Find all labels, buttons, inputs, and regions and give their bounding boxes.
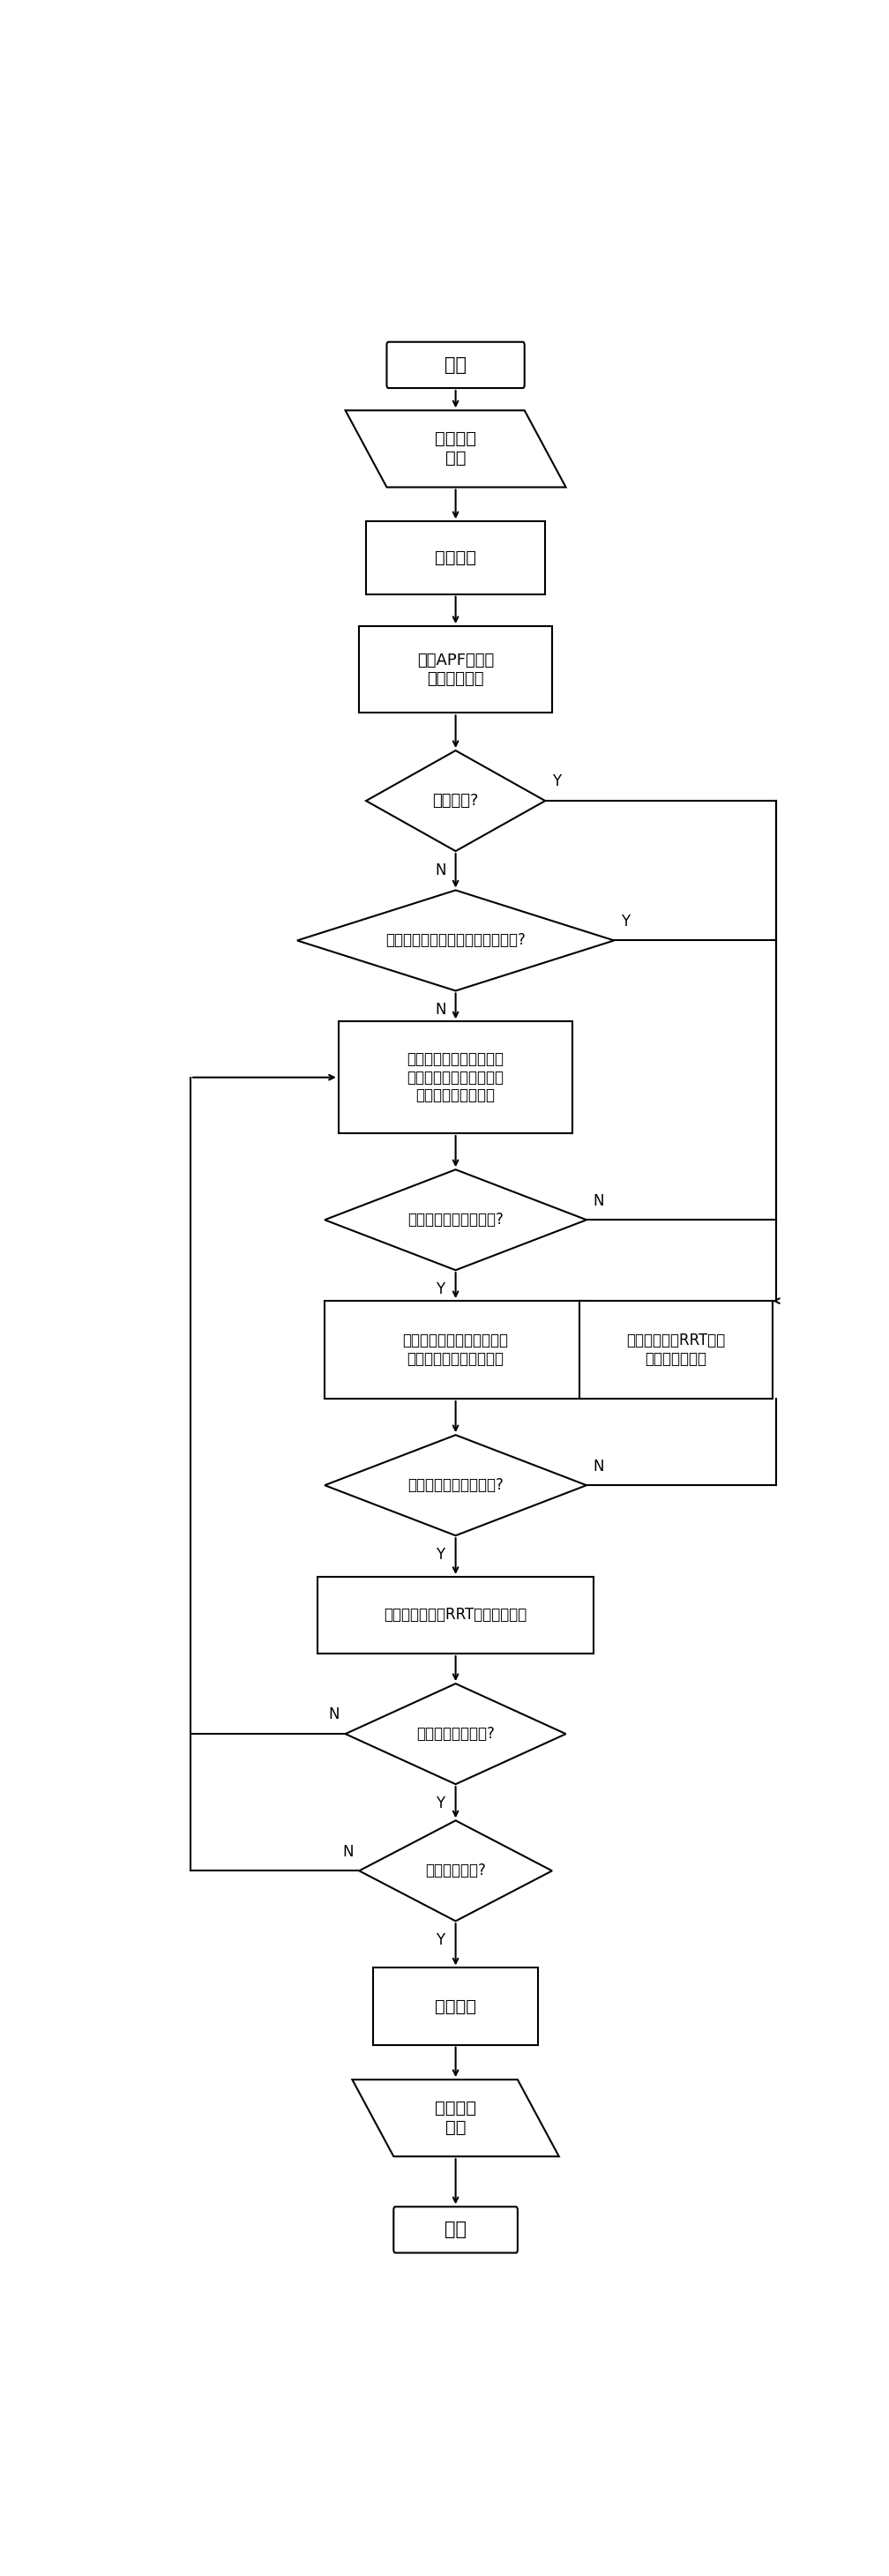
Text: N: N — [342, 1844, 354, 1860]
Bar — [318, 1577, 594, 1654]
Bar — [324, 1301, 587, 1399]
Bar — [366, 520, 545, 595]
Text: Y: Y — [436, 1280, 444, 1298]
Text: 输出可行
航迹: 输出可行 航迹 — [435, 2099, 477, 2136]
Text: 双向平衡扩展RRT进行
随机性航迹规划: 双向平衡扩展RRT进行 随机性航迹规划 — [627, 1332, 725, 1368]
Text: 根据势函数计算的下一点是否可行?: 根据势函数计算的下一点是否可行? — [386, 933, 525, 948]
Polygon shape — [345, 1685, 566, 1785]
Text: N: N — [329, 1708, 340, 1723]
Polygon shape — [324, 1435, 587, 1535]
Polygon shape — [345, 410, 566, 487]
Polygon shape — [352, 2079, 559, 2156]
FancyBboxPatch shape — [387, 343, 525, 389]
Text: 采集环境
信息: 采集环境 信息 — [435, 430, 477, 466]
Bar — [359, 626, 552, 714]
Text: 陷入局部最优陷阱徘徊?: 陷入局部最优陷阱徘徊? — [407, 1211, 504, 1229]
Text: Y: Y — [552, 773, 561, 791]
Text: N: N — [594, 1458, 605, 1473]
Text: Y: Y — [436, 1795, 444, 1811]
Text: Y: Y — [621, 914, 630, 930]
Polygon shape — [366, 750, 545, 850]
Text: 初始设定: 初始设定 — [435, 549, 477, 567]
Text: 找到可行航迹?: 找到可行航迹? — [425, 1862, 486, 1878]
Bar — [580, 1301, 773, 1399]
Text: 航迹约简: 航迹约简 — [435, 1999, 477, 2014]
Polygon shape — [324, 1170, 587, 1270]
Text: 将陷阱加入陷阱库，在地图
信息中附加陷阱排斥势场: 将陷阱加入陷阱库，在地图 信息中附加陷阱排斥势场 — [403, 1332, 509, 1368]
Text: 规划超时?: 规划超时? — [432, 793, 479, 809]
Text: N: N — [435, 1002, 446, 1018]
Text: N: N — [435, 863, 446, 878]
Text: 变概率目标导向RRT规划临时航迹: 变概率目标导向RRT规划临时航迹 — [384, 1607, 527, 1623]
Text: 陷入局部最优陷阱停留?: 陷入局部最优陷阱停留? — [407, 1476, 504, 1494]
Text: Y: Y — [436, 1546, 444, 1564]
Text: 逃离局部最优陷阱?: 逃离局部最优陷阱? — [416, 1726, 495, 1741]
Polygon shape — [297, 891, 614, 992]
Bar — [373, 1968, 539, 2045]
Text: Y: Y — [436, 1932, 444, 1947]
Text: 开始: 开始 — [444, 355, 467, 374]
Polygon shape — [359, 1821, 552, 1922]
Text: N: N — [594, 1193, 605, 1208]
Bar — [339, 1023, 573, 1133]
Text: 结束: 结束 — [444, 2221, 467, 2239]
Text: 改进APF进行确
定性航迹规划: 改进APF进行确 定性航迹规划 — [417, 652, 494, 688]
FancyBboxPatch shape — [394, 2208, 517, 2254]
Text: 对周围环境点进行采样，
排出不可行点后选择最优
点作为下一步的建议: 对周围环境点进行采样， 排出不可行点后选择最优 点作为下一步的建议 — [407, 1051, 504, 1103]
